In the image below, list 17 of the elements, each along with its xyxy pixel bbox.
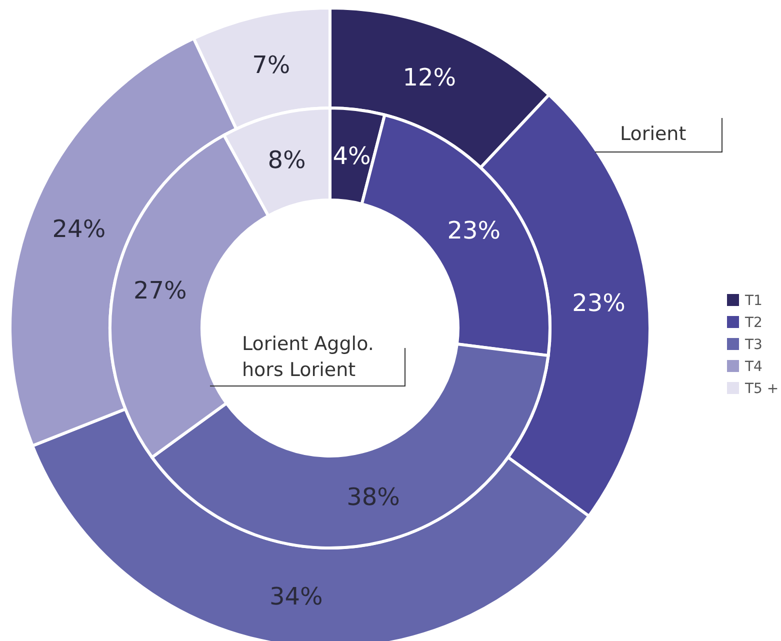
legend-label: T3 bbox=[744, 336, 762, 353]
data-label: 24% bbox=[52, 215, 106, 244]
legend-label: T1 bbox=[744, 292, 762, 309]
data-label: 4% bbox=[332, 142, 371, 170]
data-label: 34% bbox=[269, 582, 323, 610]
data-label: 12% bbox=[402, 63, 456, 92]
data-label: 7% bbox=[252, 50, 290, 79]
data-label: 8% bbox=[268, 146, 306, 174]
slice-label: Lorient bbox=[620, 123, 686, 145]
data-label: 38% bbox=[346, 482, 400, 511]
legend-label: T5 + bbox=[744, 380, 779, 397]
data-label: 27% bbox=[134, 276, 187, 304]
legend-label: T4 bbox=[744, 358, 763, 375]
slice-label: Lorient Agglo. hors Lorient bbox=[242, 333, 374, 381]
data-label: 23% bbox=[572, 288, 626, 317]
legend-label: T2 bbox=[744, 314, 762, 331]
data-label: 23% bbox=[447, 216, 501, 245]
